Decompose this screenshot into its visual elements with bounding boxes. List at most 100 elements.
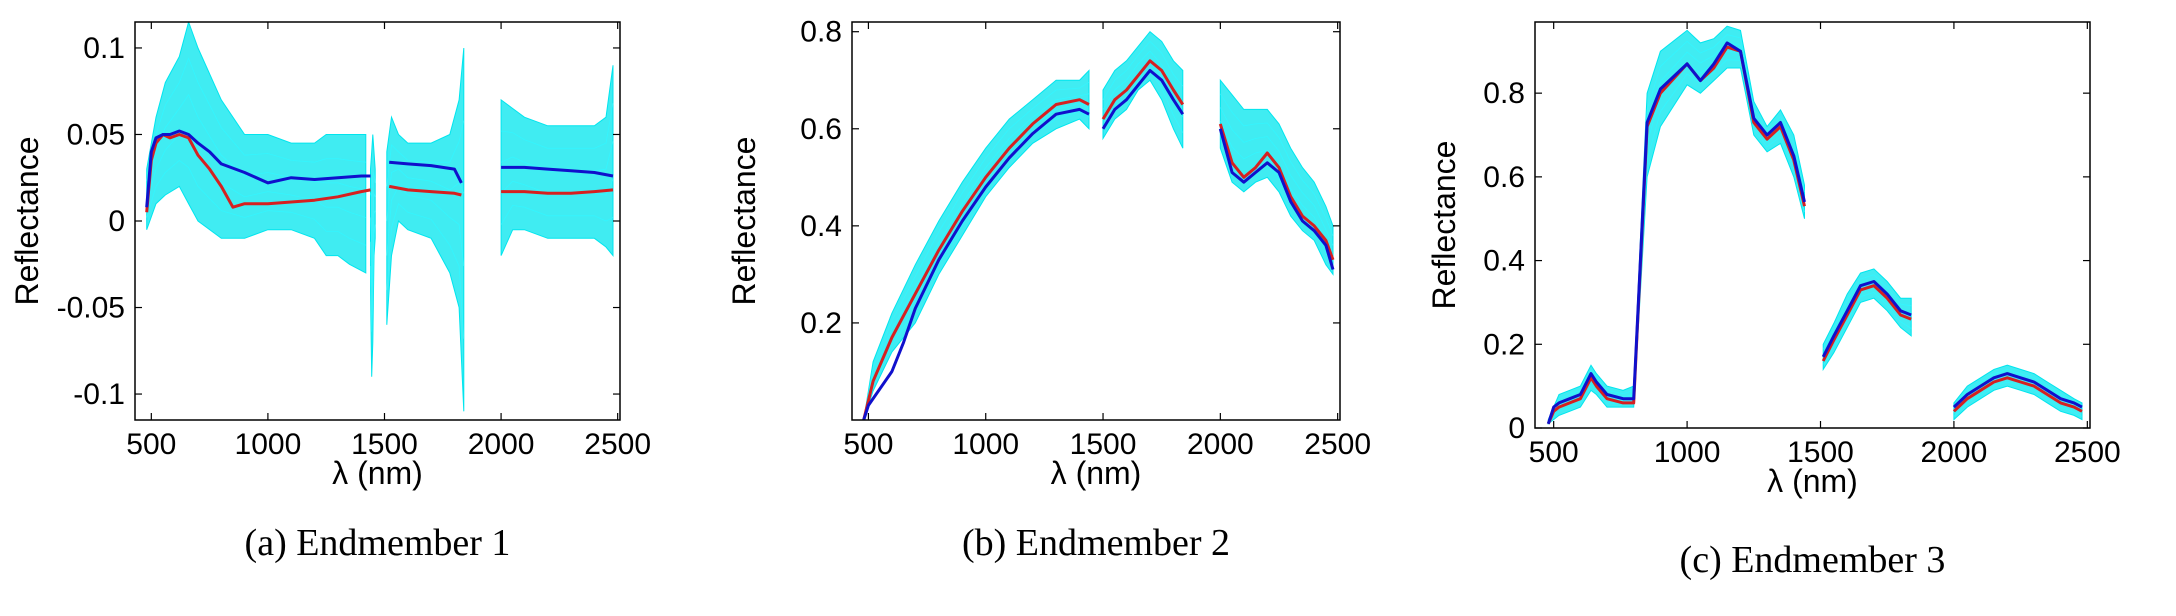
sample-spectrum-line bbox=[370, 193, 376, 242]
sample-spectrum-line bbox=[500, 204, 614, 225]
x-axis-label: λ (nm) bbox=[332, 455, 423, 491]
sample-spectrum-line bbox=[863, 103, 1090, 420]
mean-spectrum-line bbox=[389, 160, 463, 184]
x-tick-label: 2500 bbox=[2054, 436, 2121, 469]
sample-spectrum-line bbox=[146, 130, 366, 218]
samples-band-layer bbox=[1547, 25, 2083, 425]
x-tick-label: 1500 bbox=[351, 428, 418, 461]
sample-spectrum-line bbox=[386, 185, 465, 267]
y-tick-label: 0.8 bbox=[800, 16, 842, 49]
x-tick-label: 2000 bbox=[1921, 436, 1988, 469]
samples-band-segment bbox=[1219, 78, 1334, 276]
series-layer bbox=[862, 59, 1335, 420]
sample-spectrum-line bbox=[1548, 59, 1805, 424]
samples-band-segment bbox=[1102, 30, 1184, 149]
x-tick-label: 1000 bbox=[1654, 436, 1721, 469]
sample-spectrum-line bbox=[386, 120, 465, 187]
tick-layer: 500 1000 1500 2000 2500 0 0.2 0.4 0.6 0.8 bbox=[1483, 22, 2121, 469]
reference-spectrum-line bbox=[501, 188, 614, 195]
panel-caption: (c) Endmember 3 bbox=[1680, 539, 1946, 581]
y-tick-label: 0 bbox=[108, 205, 125, 238]
y-tick-label: 0.1 bbox=[83, 32, 125, 65]
sample-spectrum-line bbox=[863, 81, 1090, 420]
sample-spectrum-line bbox=[1219, 93, 1334, 236]
sample-spectrum-line bbox=[370, 210, 376, 287]
mean-spectrum-line bbox=[145, 129, 371, 208]
y-axis-label: Reflectance bbox=[9, 137, 45, 306]
reference-spectrum-line bbox=[1218, 123, 1335, 261]
x-tick-label: 1000 bbox=[952, 428, 1019, 461]
sample-spectrum-line bbox=[370, 172, 376, 197]
y-tick-label: 0.4 bbox=[1483, 245, 1525, 278]
x-tick-label: 500 bbox=[1529, 436, 1579, 469]
sample-spectrum-line bbox=[501, 103, 614, 149]
x-tick-label: 500 bbox=[843, 428, 893, 461]
sample-spectrum-line bbox=[1219, 107, 1334, 246]
x-axis-label: λ (nm) bbox=[1767, 463, 1858, 499]
x-tick-label: 1500 bbox=[1787, 436, 1854, 469]
y-tick-label: 0.8 bbox=[1483, 77, 1525, 110]
sample-spectrum-line bbox=[386, 202, 465, 339]
plot-frame bbox=[1534, 21, 2091, 429]
samples-band-segment bbox=[1822, 268, 1912, 372]
y-tick-label: -0.05 bbox=[57, 292, 125, 325]
x-tick-label: 500 bbox=[126, 428, 176, 461]
y-tick-label: -0.1 bbox=[73, 378, 125, 411]
y-tick-label: 0.6 bbox=[800, 113, 842, 146]
samples-band-segment bbox=[500, 65, 614, 258]
y-axis-label: Reflectance bbox=[726, 137, 762, 306]
reference-spectrum-line bbox=[862, 98, 1090, 420]
sample-spectrum-line bbox=[146, 93, 366, 194]
sample-spectrum-line bbox=[386, 168, 465, 222]
mean-spectrum-line bbox=[1821, 280, 1912, 358]
sample-spectrum-line bbox=[863, 110, 1090, 420]
series-layer bbox=[1546, 41, 2083, 425]
x-tick-label: 2500 bbox=[1304, 428, 1371, 461]
mean-spectrum-line bbox=[1952, 372, 2083, 409]
samples-band-layer bbox=[863, 30, 1334, 420]
samples-band-segment bbox=[146, 22, 367, 274]
reference-spectrum-line bbox=[388, 184, 462, 197]
sample-spectrum-line bbox=[1822, 274, 1912, 350]
sample-spectrum-line bbox=[146, 57, 366, 182]
sample-spectrum-line bbox=[1547, 34, 1805, 421]
samples-band-layer bbox=[146, 22, 614, 412]
panel-endmember-1: 500 1000 1500 2000 2500 -0.1 -0.05 0 0.05 0.1 λ (… bbox=[9, 21, 651, 564]
y-tick-label: 0.2 bbox=[1483, 328, 1525, 361]
y-tick-label: 0.6 bbox=[1483, 161, 1525, 194]
sample-spectrum-line bbox=[146, 159, 366, 246]
mean-spectrum-line bbox=[862, 107, 1090, 420]
plot-frame bbox=[851, 21, 1341, 421]
x-tick-label: 2000 bbox=[468, 428, 535, 461]
sample-spectrum-line bbox=[1219, 120, 1334, 256]
sample-spectrum-line bbox=[1953, 381, 2083, 417]
x-tick-label: 2500 bbox=[584, 428, 651, 461]
tick-layer: 500 1000 1500 2000 2500 -0.1 -0.05 0 0.05 0.1 bbox=[57, 22, 651, 461]
panel-caption: (a) Endmember 1 bbox=[245, 522, 511, 564]
y-tick-label: 0.2 bbox=[800, 307, 842, 340]
mean-spectrum-line bbox=[1101, 69, 1185, 130]
sample-spectrum-line bbox=[1822, 291, 1912, 365]
y-tick-label: 0 bbox=[1508, 412, 1525, 445]
reference-spectrum-line bbox=[1952, 376, 2083, 413]
y-tick-label: 0.05 bbox=[67, 118, 125, 151]
mean-spectrum-line bbox=[1546, 41, 1806, 425]
x-tick-label: 1000 bbox=[235, 428, 302, 461]
y-axis-label: Reflectance bbox=[1426, 141, 1462, 310]
mean-spectrum-line bbox=[1218, 128, 1335, 270]
samples-band-segment bbox=[863, 69, 1090, 420]
x-tick-label: 1500 bbox=[1070, 428, 1137, 461]
sample-spectrum-line bbox=[1102, 40, 1184, 100]
tick-layer: 500 1000 1500 2000 2500 0.2 0.4 0.6 0.8 bbox=[800, 16, 1371, 461]
sample-spectrum-line bbox=[1953, 368, 2083, 407]
reference-spectrum-line bbox=[1101, 59, 1185, 120]
sample-spectrum-line bbox=[1547, 50, 1805, 423]
x-axis-label: λ (nm) bbox=[1051, 455, 1142, 491]
samples-band-segment bbox=[1547, 25, 1805, 425]
sample-spectrum-line bbox=[370, 224, 376, 332]
samples-band-segment bbox=[386, 47, 465, 412]
sample-spectrum-line bbox=[863, 93, 1090, 420]
y-tick-label: 0.4 bbox=[800, 210, 842, 243]
